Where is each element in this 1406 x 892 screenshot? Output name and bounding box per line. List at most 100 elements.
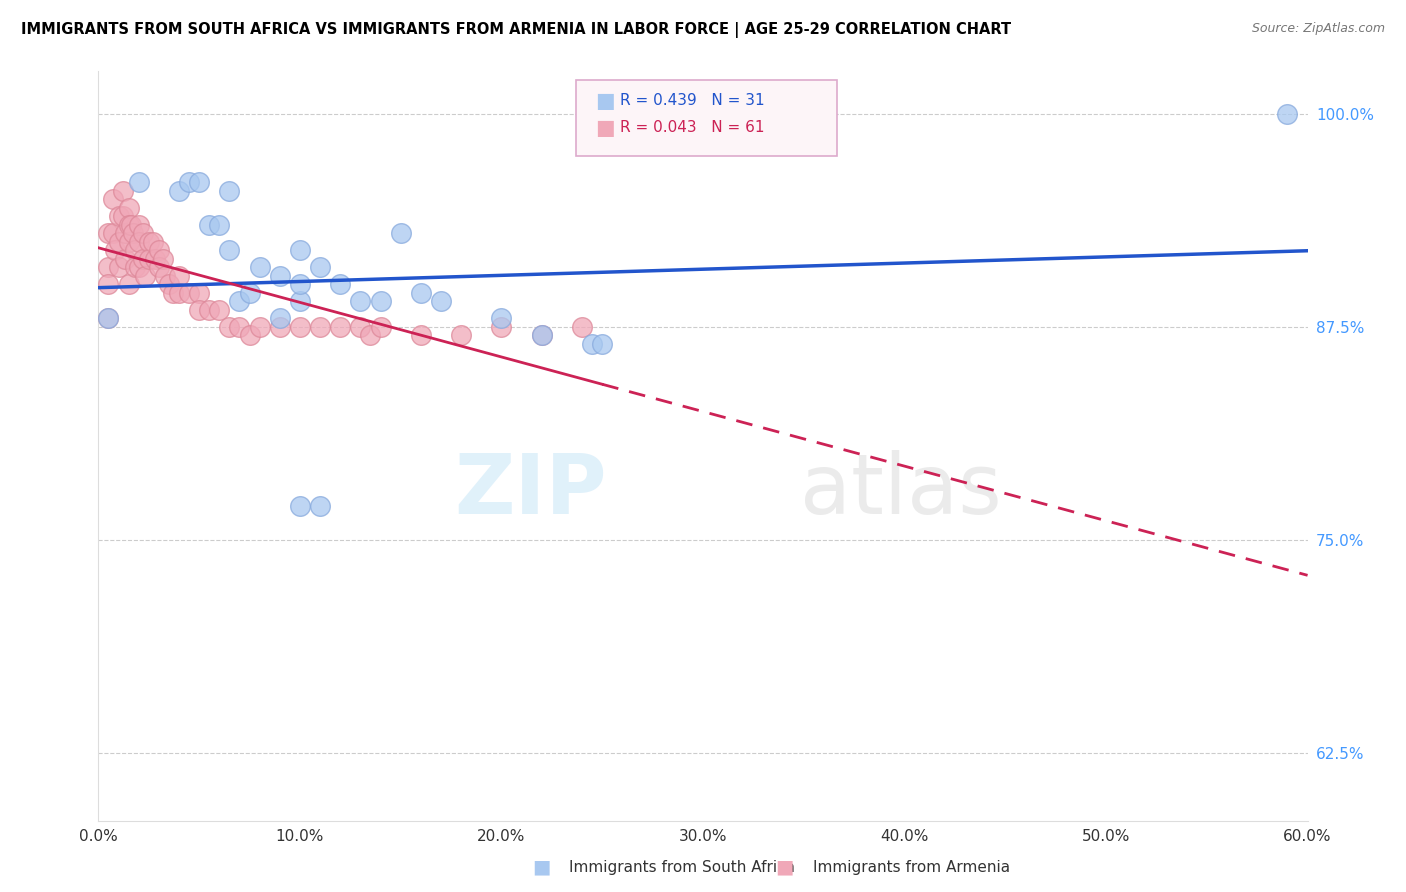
Point: [269, 311, 291, 326]
Point: [188, 285, 211, 300]
Point: [114, 226, 136, 240]
Point: [138, 235, 160, 249]
Point: [450, 328, 472, 343]
Point: [138, 252, 160, 266]
Text: ■: ■: [595, 118, 614, 137]
Point: [218, 319, 240, 334]
Point: [349, 319, 371, 334]
Point: [409, 285, 432, 300]
Point: [208, 218, 231, 232]
Text: Immigrants from South Africa: Immigrants from South Africa: [569, 860, 796, 874]
Point: [198, 218, 221, 232]
Point: [101, 226, 124, 240]
Text: ■: ■: [531, 857, 551, 877]
Point: [148, 243, 170, 257]
Point: [370, 294, 392, 309]
Point: [329, 277, 352, 292]
Point: [370, 319, 392, 334]
Point: [591, 336, 613, 351]
Point: [118, 277, 141, 292]
Point: [288, 499, 311, 513]
Point: [239, 328, 262, 343]
Text: R = 0.043   N = 61: R = 0.043 N = 61: [620, 120, 765, 135]
Point: [162, 285, 184, 300]
Point: [97, 311, 120, 326]
Text: IMMIGRANTS FROM SOUTH AFRICA VS IMMIGRANTS FROM ARMENIA IN LABOR FORCE | AGE 25-: IMMIGRANTS FROM SOUTH AFRICA VS IMMIGRAN…: [21, 22, 1011, 38]
Point: [491, 311, 513, 326]
Point: [120, 218, 142, 232]
Point: [571, 319, 593, 334]
Point: [249, 260, 271, 275]
Point: [97, 260, 120, 275]
Point: [309, 260, 332, 275]
Point: [128, 175, 150, 189]
Point: [157, 277, 180, 292]
Point: [128, 260, 150, 275]
Point: [97, 277, 120, 292]
Point: [329, 319, 352, 334]
Point: [389, 226, 412, 240]
Text: Source: ZipAtlas.com: Source: ZipAtlas.com: [1251, 22, 1385, 36]
Point: [218, 243, 240, 257]
Point: [249, 319, 271, 334]
Point: [153, 268, 176, 283]
Point: [179, 175, 201, 189]
Text: ■: ■: [775, 857, 794, 877]
Point: [409, 328, 432, 343]
Point: [124, 243, 146, 257]
Point: [128, 218, 150, 232]
Text: R = 0.439   N = 31: R = 0.439 N = 31: [620, 94, 765, 108]
Point: [111, 184, 134, 198]
Point: [132, 252, 155, 266]
Point: [167, 285, 190, 300]
Text: Immigrants from Armenia: Immigrants from Armenia: [813, 860, 1010, 874]
Point: [103, 243, 125, 257]
Point: [1277, 107, 1299, 121]
Point: [581, 336, 603, 351]
Point: [349, 294, 371, 309]
Point: [288, 277, 311, 292]
Point: [97, 311, 120, 326]
Text: ZIP: ZIP: [454, 450, 606, 532]
Point: [118, 218, 141, 232]
Point: [114, 252, 136, 266]
Point: [239, 285, 262, 300]
Point: [148, 260, 170, 275]
Point: [228, 319, 250, 334]
Point: [107, 260, 129, 275]
Point: [309, 319, 332, 334]
Point: [142, 235, 165, 249]
Point: [208, 302, 231, 317]
Text: atlas: atlas: [800, 450, 1001, 532]
Point: [288, 294, 311, 309]
Point: [124, 260, 146, 275]
Point: [309, 499, 332, 513]
Point: [121, 226, 143, 240]
Point: [228, 294, 250, 309]
Point: [107, 209, 129, 223]
Point: [152, 252, 174, 266]
Point: [491, 319, 513, 334]
Point: [143, 252, 166, 266]
Point: [530, 328, 553, 343]
Point: [430, 294, 453, 309]
Point: [97, 226, 120, 240]
Point: [118, 201, 141, 215]
Point: [269, 268, 291, 283]
Point: [288, 243, 311, 257]
Point: [360, 328, 382, 343]
Point: [132, 226, 155, 240]
Point: [167, 184, 190, 198]
Point: [179, 285, 201, 300]
Point: [107, 235, 129, 249]
Point: [134, 268, 156, 283]
Point: [288, 319, 311, 334]
Point: [269, 319, 291, 334]
Point: [188, 302, 211, 317]
Point: [167, 268, 190, 283]
Point: [111, 209, 134, 223]
Point: [188, 175, 211, 189]
Point: [118, 235, 141, 249]
Point: [128, 235, 150, 249]
Point: [218, 184, 240, 198]
